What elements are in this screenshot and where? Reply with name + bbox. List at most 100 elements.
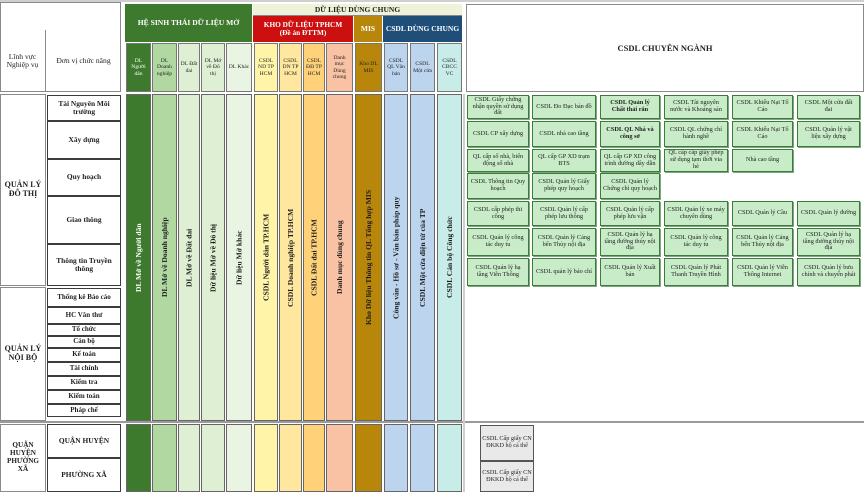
specialized-db-3-0: CSDL Tài nguyên nước và Khoáng sản bbox=[664, 95, 728, 119]
column-4: Dữ liệu Mở khác bbox=[226, 94, 252, 421]
sector-noi-bo: QUẢN LÝ NỘI BỘ bbox=[0, 287, 46, 421]
column-bottom-12 bbox=[437, 424, 462, 492]
subheader-10: CSDL QL Văn bản bbox=[384, 43, 408, 92]
group-csdl-dung-chung: CSDL DÙNG CHUNG bbox=[383, 16, 462, 42]
unit-noi-bo-3: Cán bộ bbox=[47, 336, 121, 348]
specialized-db-1-5: CSDL Quản lý Cảng bến Thủy nội địa bbox=[532, 228, 596, 256]
sector-qh-px: QUẬN HUYỆN PHƯỜNG XÃ bbox=[0, 424, 46, 492]
specialized-db-1-3: CSDL Quản lý Giấy phép quy hoạch bbox=[532, 173, 596, 199]
column-bottom-11 bbox=[410, 424, 435, 492]
specialized-db-2-5: CSDL Quản lý hạ tầng đường thủy nội địa bbox=[600, 228, 660, 256]
column-bottom-7 bbox=[303, 424, 325, 492]
specialized-db-4-4: CSDL Quản lý Cầu bbox=[732, 201, 793, 226]
specialized-db-0-3: CSDL Thông tin Quy hoạch bbox=[467, 173, 529, 199]
column-bottom-8 bbox=[326, 424, 353, 492]
specialized-db-1-6: CSDL quản lý báo chí bbox=[532, 258, 596, 286]
column-7: CSDL Đất đai TP.HCM bbox=[303, 94, 325, 421]
column-bottom-3 bbox=[201, 424, 225, 492]
subheader-1: DL Doanh nghiệp bbox=[152, 43, 177, 92]
column-1: DL Mở về Doanh nghiệp bbox=[152, 94, 177, 421]
unit-do-thi-2: Quy hoạch bbox=[47, 159, 121, 196]
specialized-db-0-6: CSDL Quản lý hạ tầng Viễn Thông bbox=[467, 258, 529, 286]
specialized-db-2-3: CSDL Quản lý Chứng chỉ quy hoạch bbox=[600, 173, 660, 199]
district-card-1: CSDL Cấp giấy CN ĐKKD hộ cá thể bbox=[480, 461, 534, 492]
column-12: CSDL Cán bộ Công chức bbox=[437, 94, 462, 421]
specialized-db-0-0: CSDL Giấy chứng nhận quyền sử dụng đất bbox=[467, 95, 529, 119]
unit-noi-bo-6: Kiểm tra bbox=[47, 376, 121, 390]
specialized-db-2-2: QL cấp GP XD công trình đường dây dẫn bbox=[600, 149, 660, 172]
group-kho-line2: (Đề án ĐTTM) bbox=[279, 28, 327, 37]
specialized-db-5-4: CSDL Quản lý đường bbox=[797, 201, 860, 226]
unit-qh-px-0: QUẬN HUYỆN bbox=[47, 424, 121, 458]
column-bottom-10 bbox=[384, 424, 408, 492]
column-bottom-9 bbox=[355, 424, 382, 492]
specialized-db-5-6: CSDL Quản lý bưu chính và chuyển phát bbox=[797, 258, 860, 286]
subheader-0: DL Người dân bbox=[126, 43, 151, 92]
specialized-db-5-5: CSDL Quản lý hạ tầng đường thủy nội địa bbox=[797, 228, 860, 256]
column-2: DL Mở về Đất đai bbox=[178, 94, 200, 421]
specialized-db-2-1: CSDL QL Nhà và công sở bbox=[600, 121, 660, 147]
specialized-db-4-6: CSDL Quản lý Viễn Thông Internet bbox=[732, 258, 793, 286]
column-8: Danh mục dùng chung bbox=[326, 94, 353, 421]
unit-do-thi-3: Giao thông bbox=[47, 196, 121, 244]
specialized-db-3-1: CSDL QL chứng chỉ hành nghề bbox=[664, 121, 728, 147]
specialized-db-0-2: QL cấp số nhà, biển động số nhà bbox=[467, 149, 529, 172]
unit-noi-bo-0: Thống kê Báo cáo bbox=[47, 288, 121, 307]
specialized-db-1-0: CSDL Đo Đạc bản đồ bbox=[532, 95, 596, 119]
specialized-db-1-2: QL cấp GP XD trạm BTS bbox=[532, 149, 596, 172]
column-bottom-1 bbox=[152, 424, 177, 492]
unit-noi-bo-7: Kiểm toán bbox=[47, 390, 121, 404]
column-9: Kho Dữ liệu Thông tin QL Tổng hợp MIS bbox=[355, 94, 382, 421]
subheader-11: CSDL Một cửa bbox=[410, 43, 435, 92]
unit-noi-bo-8: Pháp chế bbox=[47, 404, 121, 417]
specialized-db-4-0: CSDL Khiếu Nại Tố Cáo bbox=[732, 95, 793, 119]
subheader-8: Danh mục Dùng chung bbox=[326, 43, 353, 92]
specialized-db-3-2: QL cấp cấp giấy phép sử dụng tạm thời vi… bbox=[664, 149, 728, 172]
column-bottom-4 bbox=[226, 424, 252, 492]
subheader-12: CSDL CBCC VC bbox=[437, 43, 462, 92]
specialized-db-3-6: CSDL Quản lý Phát Thanh Truyền Hình bbox=[664, 258, 728, 286]
group-hst: HỆ SINH THÁI DỮ LIỆU MỞ bbox=[125, 4, 252, 42]
group-chuyen-nganh: CSDL CHUYÊN NGÀNH bbox=[466, 4, 864, 92]
subheader-6: CSDL DN TP HCM bbox=[279, 43, 302, 92]
unit-noi-bo-5: Tài chính bbox=[47, 362, 121, 376]
specialized-db-0-5: CSDL Quản lý công tác duy tu bbox=[467, 228, 529, 256]
specialized-db-2-4: CSDL Quản lý cấp phép lưu vận bbox=[600, 201, 660, 226]
subheader-9: Kho DL MIS bbox=[355, 43, 382, 92]
subheader-2: DL Đất đai bbox=[178, 43, 200, 92]
specialized-db-3-5: CSDL Quản lý công tác duy tu bbox=[664, 228, 728, 256]
specialized-db-2-6: CSDL Quản lý Xuất bản bbox=[600, 258, 660, 286]
column-bottom-2 bbox=[178, 424, 200, 492]
specialized-db-5-1: CSDL Quản lý vật liệu xây dựng bbox=[797, 121, 860, 147]
specialized-db-1-1: CSDL nhà cao tầng bbox=[532, 121, 596, 147]
col-don-vi-header: Đơn vị chức năng bbox=[56, 55, 111, 65]
specialized-db-3-4: CSDL Quản lý xe máy chuyên dùng bbox=[664, 201, 728, 226]
column-bottom-5 bbox=[254, 424, 278, 492]
header-left-frame bbox=[0, 2, 121, 92]
district-card-0: CSDL Cấp giấy CN ĐKKD hộ cá thể bbox=[480, 425, 534, 461]
specialized-db-4-5: CSDL Quản lý Cảng bến Thủy nội địa bbox=[732, 228, 793, 256]
specialized-db-4-2: Nhà cao tầng bbox=[732, 149, 793, 172]
unit-do-thi-4: Thông tin Truyền thông bbox=[47, 244, 121, 286]
column-10: Công văn - Hồ sơ - Văn bản pháp quy bbox=[384, 94, 408, 421]
specialized-db-4-1: CSDL Khiếu Nại Tố Cáo bbox=[732, 121, 793, 147]
column-bottom-0 bbox=[126, 424, 151, 492]
specialized-db-1-4: CSDL Quản lý cấp phép lưu thông bbox=[532, 201, 596, 226]
subheader-7: CSDL ĐĐ TP HCM bbox=[303, 43, 325, 92]
top-header: DỮ LIỆU DÙNG CHUNG bbox=[253, 4, 462, 16]
unit-noi-bo-2: Tổ chức bbox=[47, 324, 121, 336]
column-0: DL Mở về Người dân bbox=[126, 94, 151, 421]
subheader-5: CSDL ND TP HCM bbox=[254, 43, 278, 92]
column-3: Dữ liệu Mở về Đô thị bbox=[201, 94, 225, 421]
column-bottom-6 bbox=[279, 424, 302, 492]
column-11: CSDL Một cửa điện tử của TP bbox=[410, 94, 435, 421]
unit-do-thi-1: Xây dựng bbox=[47, 121, 121, 159]
unit-noi-bo-4: Kế toán bbox=[47, 348, 121, 362]
specialized-db-0-4: CSDL cấp phép thi công bbox=[467, 201, 529, 226]
col-linh-vuc-header: Lĩnh vực Nghiệp vụ bbox=[0, 30, 46, 92]
separator-specialized bbox=[463, 94, 465, 492]
separator-district bbox=[0, 421, 864, 423]
sector-do-thi: QUẢN LÝ ĐÔ THỊ bbox=[0, 94, 46, 286]
group-kho: KHO DỮ LIỆU TPHCM (Đề án ĐTTM) bbox=[253, 16, 353, 42]
group-mis: MIS bbox=[354, 16, 382, 42]
